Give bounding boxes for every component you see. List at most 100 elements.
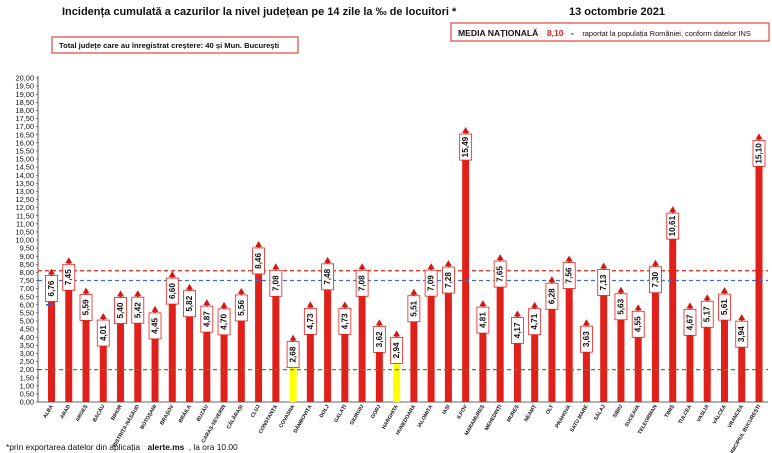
bar <box>686 326 694 402</box>
increase-arrow-icon <box>582 319 590 326</box>
value-label: 7,08 <box>358 275 367 291</box>
value-label: 7,28 <box>444 272 453 288</box>
value-label-box <box>79 294 93 321</box>
category-label: GORJ <box>370 404 383 420</box>
y-tick-label: 13,50 <box>16 179 35 188</box>
value-label-box <box>269 269 283 297</box>
value-label: 4,01 <box>99 325 108 341</box>
y-tick-label: 18,50 <box>16 98 35 107</box>
category-label: IALOMIȚA <box>417 404 435 429</box>
increase-arrow-icon <box>324 256 332 263</box>
national-rest: raportat la populația României, conform … <box>582 29 750 38</box>
footnote-source: alerte.ms <box>148 442 185 452</box>
value-label-box <box>562 262 576 289</box>
bar <box>669 230 677 402</box>
bar <box>117 314 125 402</box>
bar <box>410 312 418 402</box>
value-label: 6,76 <box>47 280 56 296</box>
increase-arrow-icon <box>220 301 228 308</box>
y-tick-label: 2,00 <box>20 365 34 374</box>
bar <box>82 311 90 402</box>
bar <box>462 151 470 402</box>
bar <box>306 325 314 402</box>
y-tick-label: 1,50 <box>20 373 34 382</box>
y-tick-label: 19,00 <box>16 90 35 99</box>
value-label: 5,82 <box>185 295 194 311</box>
value-label: 5,61 <box>720 299 729 315</box>
increase-arrow-icon <box>548 276 556 283</box>
value-label-box <box>666 212 680 240</box>
category-label: BRĂILA <box>177 403 193 424</box>
increase-arrow-icon <box>237 287 245 294</box>
category-label: PRAHOVA <box>554 404 572 429</box>
plot-area: 0,000,501,001,502,002,503,003,504,004,50… <box>16 74 768 453</box>
y-tick-label: 2,50 <box>20 357 34 366</box>
value-label: 4,71 <box>530 313 539 329</box>
category-label: TIMIȘ <box>664 404 676 419</box>
value-label: 5,17 <box>703 306 712 322</box>
value-label: 4,67 <box>685 314 694 330</box>
increase-arrow-icon <box>168 271 176 278</box>
value-label: 4,81 <box>478 312 487 328</box>
y-tick-label: 11,50 <box>16 211 34 220</box>
y-tick-label: 0,00 <box>20 398 34 407</box>
increase-arrow-icon <box>289 334 297 341</box>
category-label: BIHOR <box>110 404 124 422</box>
chart-title: Incidența cumulată a cazurilor la nivel … <box>62 6 457 18</box>
increase-arrow-icon <box>651 259 659 266</box>
value-label: 15,49 <box>461 136 470 157</box>
value-label: 7,56 <box>565 267 574 283</box>
y-tick-label: 11,00 <box>16 219 34 228</box>
value-label: 4,17 <box>513 322 522 338</box>
value-label: 2,94 <box>392 342 401 358</box>
bar <box>634 328 642 402</box>
value-label-box <box>459 133 473 161</box>
value-label: 5,51 <box>409 300 418 316</box>
value-label-box <box>683 308 697 336</box>
y-tick-label: 4,00 <box>20 333 34 342</box>
increase-arrow-icon <box>48 268 55 275</box>
bar <box>237 311 245 402</box>
y-tick-label: 5,50 <box>20 309 34 318</box>
increase-arrow-icon <box>703 294 711 301</box>
category-label: NEAMȚ <box>523 403 538 423</box>
category-label: OLT <box>545 403 556 415</box>
value-label: 5,40 <box>116 302 125 318</box>
y-tick-label: 10,00 <box>16 236 35 245</box>
value-label: 4,70 <box>220 313 229 329</box>
y-tick-label: 14,00 <box>16 171 35 180</box>
bar <box>393 354 401 402</box>
category-label: SĂLAJ <box>592 403 607 421</box>
bar <box>600 286 608 402</box>
bar <box>531 325 539 402</box>
y-tick-label: 15,00 <box>16 155 35 164</box>
national-label: MEDIA NAȚIONALĂ <box>458 28 538 38</box>
value-label-box <box>718 293 731 321</box>
value-label-box <box>407 295 421 323</box>
value-label: 7,45 <box>64 269 73 285</box>
increase-arrow-icon <box>255 240 263 247</box>
value-label: 2,68 <box>289 346 298 362</box>
footnote-suffix: , la ora 10.00 <box>189 442 238 452</box>
y-tick-label: 0,50 <box>20 390 34 399</box>
value-label: 7,48 <box>323 268 332 284</box>
value-label-box <box>735 320 749 348</box>
value-label-box <box>234 294 248 322</box>
value-label-box <box>614 293 628 321</box>
bar <box>324 280 332 402</box>
category-label: BACĂU <box>91 403 107 423</box>
value-label-box <box>631 310 645 338</box>
value-label-box <box>528 308 542 336</box>
value-label: 6,60 <box>168 283 177 299</box>
national-box-text: MEDIA NAȚIONALĂ 8,10 - raportat la popul… <box>458 23 751 40</box>
footnote-prefix: *prin exportarea datelor din aplicația <box>6 442 140 452</box>
y-tick-label: 7,00 <box>20 284 34 293</box>
y-tick-label: 9,50 <box>20 244 34 253</box>
category-label: VASLUI <box>696 404 711 424</box>
value-label: 4,73 <box>340 313 349 329</box>
increase-arrow-icon <box>272 263 280 270</box>
value-label: 7,65 <box>496 266 505 282</box>
category-label: BOTOȘANI <box>139 404 158 431</box>
value-label-box <box>286 341 300 368</box>
